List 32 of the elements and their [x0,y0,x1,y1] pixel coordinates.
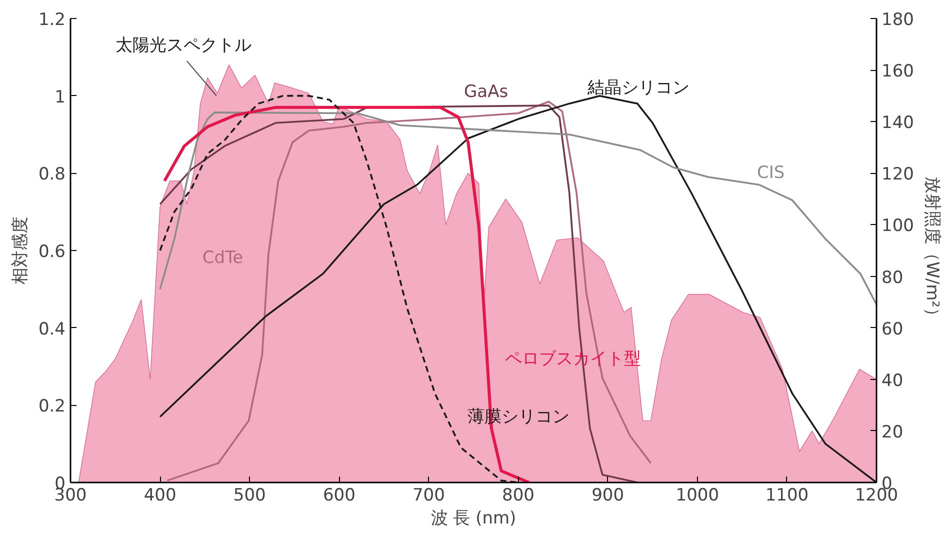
series-label: CIS [756,163,785,184]
y-tick-label: 0.8 [38,164,66,185]
y2-tick-label: 20 [882,422,904,442]
y2-axis-title: 放射照度（W/m²） [922,176,942,324]
x-tick-label: 700 [412,486,445,506]
x-tick-label: 400 [144,486,176,506]
y2-tick-label: 100 [882,216,914,236]
x-tick-label: 1100 [765,486,809,506]
series-label: 太陽光スペクトル [115,36,252,56]
y-axis-title: 相対感度 [10,216,30,284]
y-tick-label: 0.2 [38,396,66,417]
y2-tick-label: 120 [882,164,914,185]
series-label: GaAs [464,82,508,102]
y2-tick-label: 160 [882,62,914,82]
y2-tick-label: 140 [882,113,914,134]
x-axis-title: 波 長 (nm) [430,508,516,528]
series-label: 結晶シリコン [586,78,690,98]
x-tick-label: 900 [592,486,624,506]
y-tick-label: 0.6 [38,242,66,262]
y2-tick-label: 80 [882,268,904,288]
y2-tick-label: 60 [882,319,904,340]
x-tick-label: 1000 [676,486,720,506]
y2-tick-label: 180 [882,10,914,30]
series-label: CdTe [202,248,244,268]
x-tick-label: 500 [233,486,266,506]
x-tick-label: 800 [502,486,535,506]
y-tick-label: 0.4 [38,319,66,340]
line-series [159,112,876,306]
y2-tick-label: 40 [882,370,904,391]
y-tick-label: 1.2 [38,10,66,30]
x-tick-label: 600 [322,486,356,506]
y-tick-label: 1 [54,87,66,108]
